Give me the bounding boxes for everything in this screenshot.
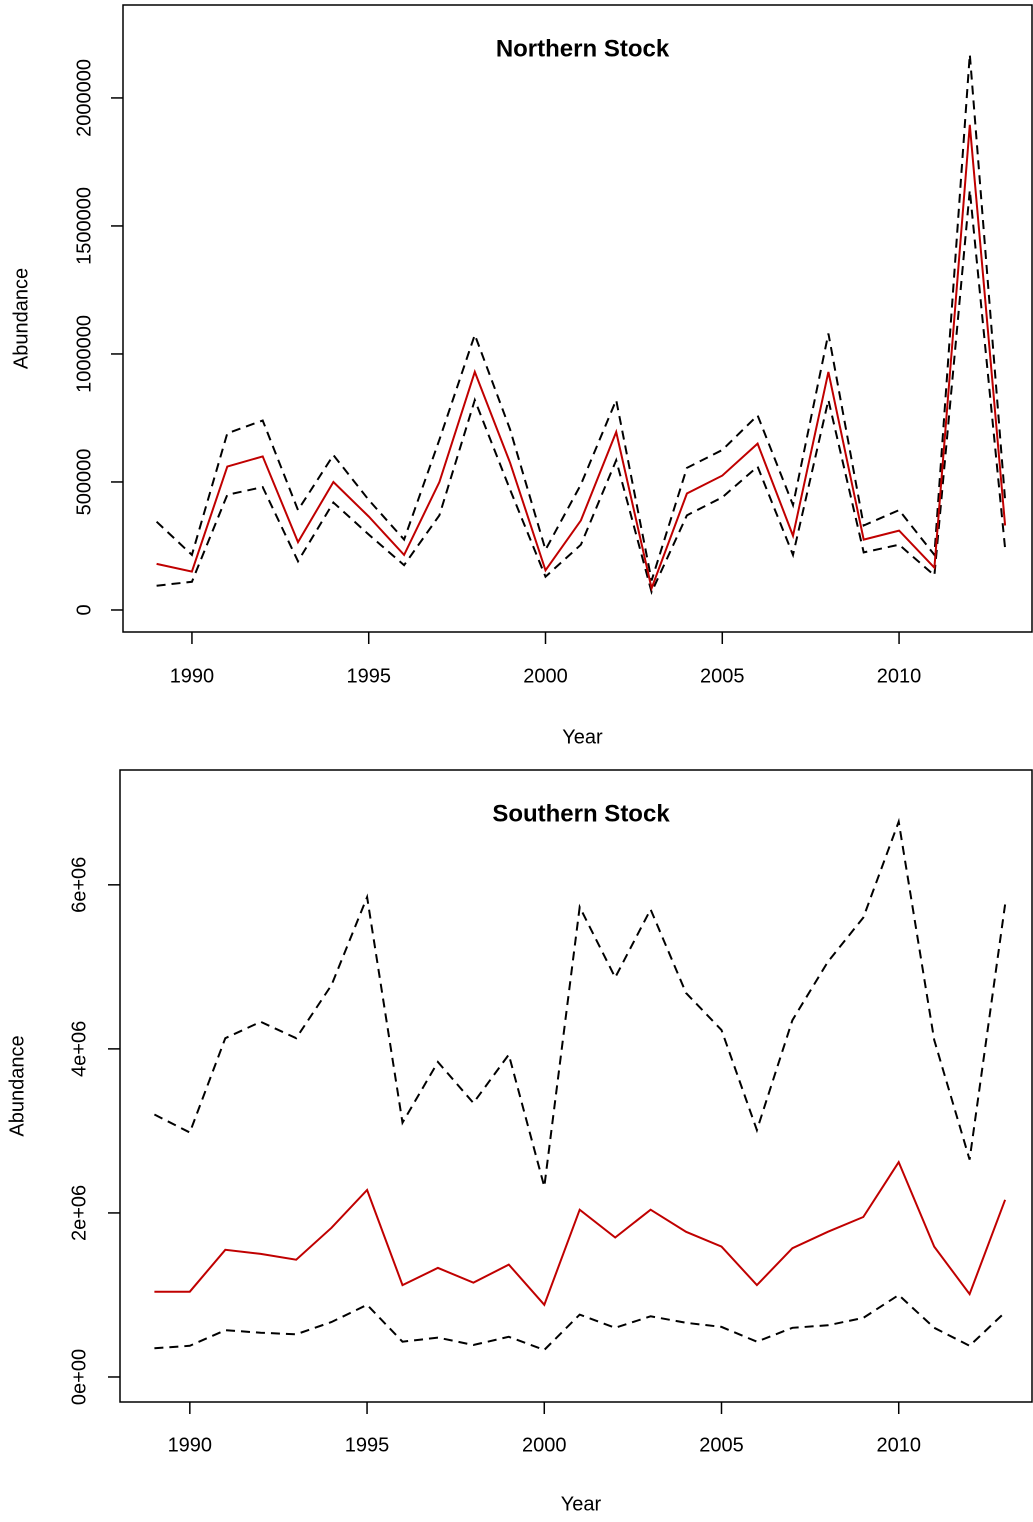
chart-title: Southern Stock: [492, 800, 670, 827]
x-tick-label: 2010: [877, 665, 922, 687]
series-line: [156, 124, 1007, 592]
x-tick-label: 2010: [876, 1434, 921, 1456]
chart-title: Northern Stock: [496, 35, 670, 62]
y-tick-label: 6e+06: [68, 857, 90, 913]
y-tick-label: 2e+06: [68, 1185, 90, 1241]
x-tick-label: 1990: [170, 665, 215, 687]
y-axis-title: Abundance: [6, 1035, 28, 1136]
y-tick-label: 500000: [73, 449, 95, 516]
series-line: [155, 54, 1007, 581]
y-tick-label: 4e+06: [68, 1021, 90, 1077]
plot-frame: [122, 4, 1033, 633]
y-tick-label: 0e+00: [68, 1349, 90, 1405]
x-tick-label: 2005: [699, 1434, 744, 1456]
x-tick-label: 2000: [523, 665, 568, 687]
series-line: [156, 190, 1007, 596]
x-tick-label: 2000: [522, 1434, 567, 1456]
x-axis-title: Year: [562, 726, 603, 748]
y-tick-label: 1000000: [73, 315, 95, 393]
y-tick-label: 2000000: [73, 59, 95, 137]
x-tick-label: 1990: [168, 1434, 213, 1456]
x-tick-label: 1995: [346, 665, 391, 687]
plot-frame: [119, 769, 1033, 1403]
series-line: [154, 1293, 1006, 1352]
y-tick-label: 1500000: [73, 187, 95, 265]
x-tick-label: 1995: [345, 1434, 390, 1456]
y-tick-label: 0: [73, 604, 95, 615]
x-tick-label: 2005: [700, 665, 745, 687]
y-axis-title: Abundance: [10, 268, 32, 369]
series-line: [154, 1159, 1007, 1307]
series-line: [153, 817, 1007, 1187]
x-axis-title: Year: [561, 1493, 602, 1515]
